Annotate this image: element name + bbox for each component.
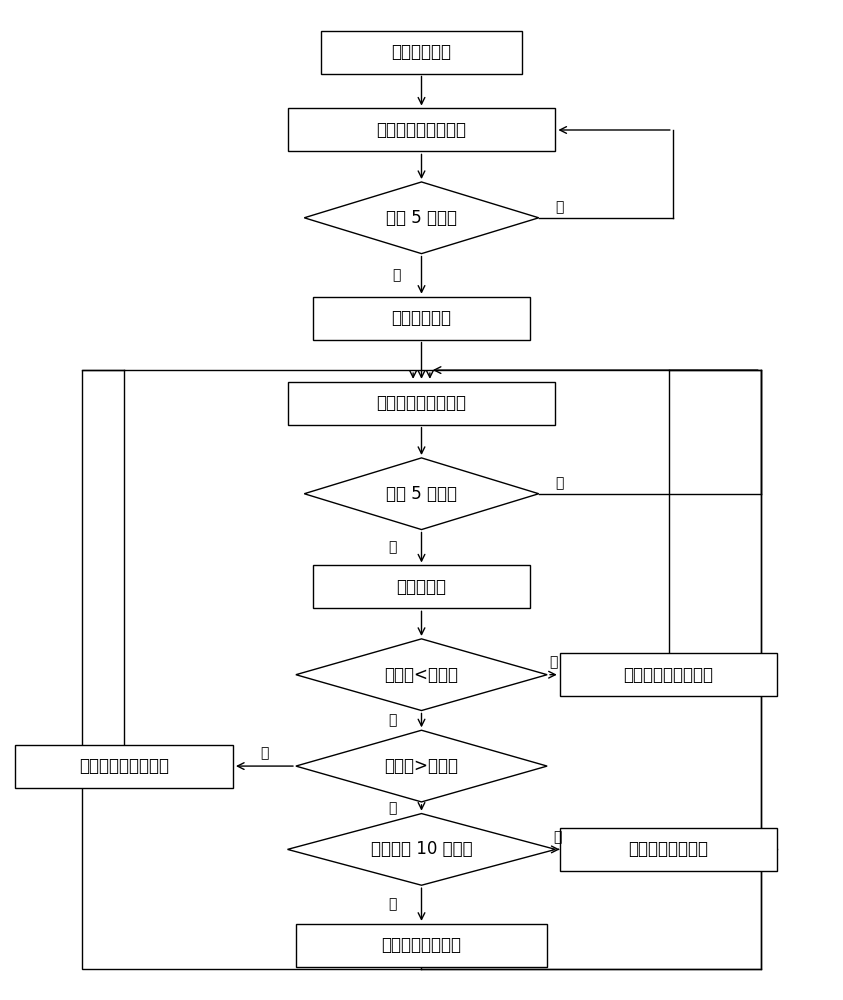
Polygon shape — [296, 639, 547, 711]
Bar — [15, 745, 233, 788]
Text: 采集 5 次否？: 采集 5 次否？ — [386, 209, 457, 227]
Polygon shape — [304, 458, 539, 530]
Text: 连续循环 10 次否？: 连续循环 10 次否？ — [371, 840, 472, 858]
Bar — [287, 108, 556, 151]
Text: 是: 是 — [392, 268, 400, 282]
Text: 增大砂轮架进给深度: 增大砂轮架进给深度 — [624, 666, 713, 684]
Polygon shape — [304, 182, 539, 254]
Text: 平均值<阀値？: 平均值<阀値？ — [384, 666, 459, 684]
Bar — [560, 828, 777, 871]
Bar — [287, 382, 556, 425]
Text: 磨削加工开始: 磨削加工开始 — [391, 43, 452, 61]
Text: 设定电流阀値: 设定电流阀値 — [391, 309, 452, 327]
Bar — [321, 31, 522, 74]
Text: 计算平均值: 计算平均值 — [396, 578, 447, 596]
Bar — [83, 370, 760, 969]
Text: 平均值>阀値？: 平均值>阀値？ — [384, 757, 459, 775]
Text: 适当增大电流阀値: 适当增大电流阀値 — [382, 936, 461, 954]
Text: 采集 5 次否？: 采集 5 次否？ — [386, 485, 457, 503]
Text: 否: 否 — [388, 801, 396, 815]
Polygon shape — [296, 730, 547, 802]
Bar — [296, 924, 547, 967]
Text: 否: 否 — [388, 713, 396, 727]
Text: 是: 是 — [549, 655, 557, 669]
Text: 否: 否 — [553, 830, 561, 844]
Text: 保持当前电流阀値: 保持当前电流阀値 — [629, 840, 709, 858]
Text: 否: 否 — [556, 200, 564, 214]
Text: 是: 是 — [388, 897, 396, 911]
Text: 采集砂轮电机电流值: 采集砂轮电机电流值 — [377, 121, 466, 139]
Text: 否: 否 — [556, 476, 564, 490]
Bar — [313, 297, 530, 340]
Text: 采集砂轮电机电流值: 采集砂轮电机电流值 — [377, 394, 466, 412]
Text: 减小砂轮架进给深度: 减小砂轮架进给深度 — [79, 757, 169, 775]
Bar — [560, 653, 777, 696]
Text: 是: 是 — [388, 540, 396, 554]
Bar — [313, 565, 530, 608]
Polygon shape — [287, 814, 556, 885]
Text: 是: 是 — [260, 747, 269, 761]
